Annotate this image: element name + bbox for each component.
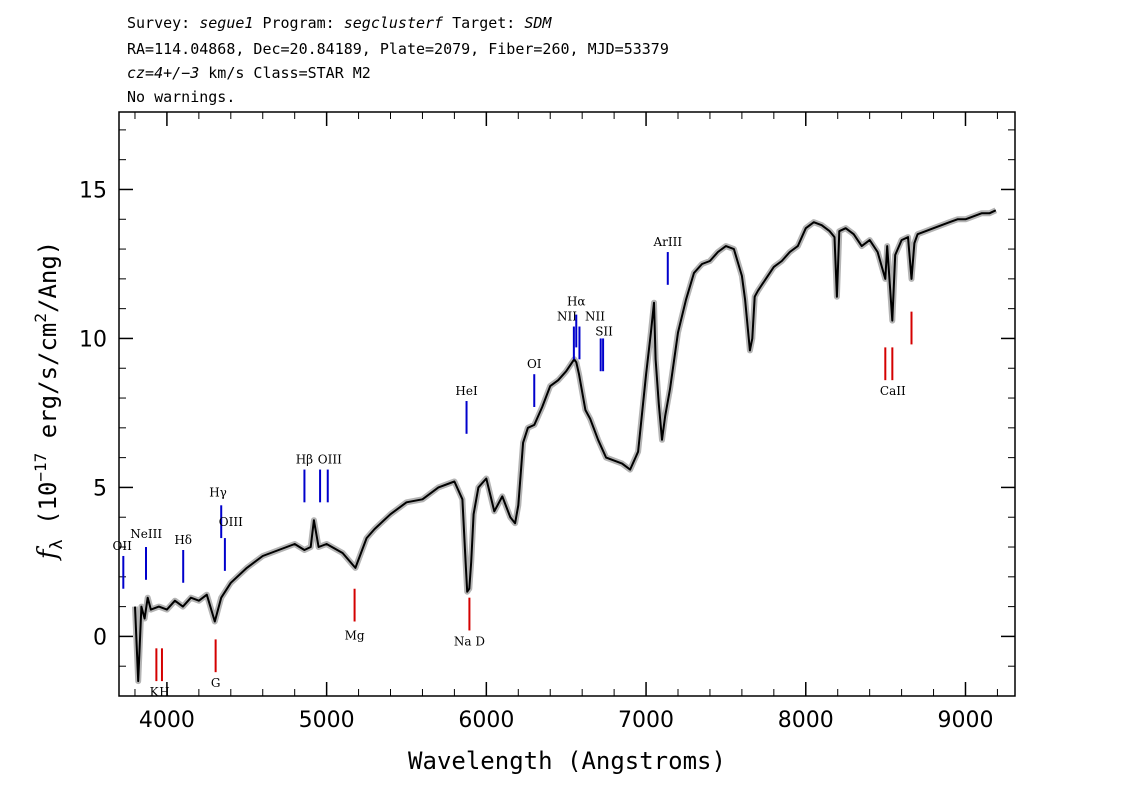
header-line-redshift: cz=4+/−3 km/s Class=STAR M2 bbox=[127, 64, 371, 82]
plot-frame bbox=[118, 111, 1016, 697]
cz-value: cz=4+/−3 bbox=[127, 64, 200, 82]
absorption-line-label: G bbox=[211, 676, 221, 690]
emission-line-label: OI bbox=[527, 357, 542, 371]
absorption-line-label: Na D bbox=[454, 634, 485, 648]
y-tick-label: 5 bbox=[93, 476, 107, 501]
target-value: SDM bbox=[524, 14, 552, 32]
spectrum-line bbox=[134, 209, 997, 683]
program-value: segclusterf bbox=[343, 14, 444, 32]
emission-line-label: NII bbox=[557, 310, 577, 324]
x-tick-label: 7000 bbox=[618, 708, 674, 733]
absorption-line-label: Mg bbox=[345, 628, 365, 642]
x-tick-label: 4000 bbox=[139, 708, 195, 733]
header-line-coords: RA=114.04868, Dec=20.84189, Plate=2079, … bbox=[127, 40, 669, 58]
x-tick-label: 5000 bbox=[299, 708, 355, 733]
emission-line-label: ArIII bbox=[652, 235, 682, 249]
emission-line-label: OIII bbox=[318, 453, 342, 467]
x-axis-title: Wavelength (Angstroms) bbox=[408, 747, 726, 775]
y-tick-label: 0 bbox=[93, 625, 107, 650]
y-tick-label: 15 bbox=[79, 178, 107, 203]
y-axis-title: fλ (10−17 erg/s/cm2/Ang) bbox=[31, 241, 67, 562]
x-tick-label: 6000 bbox=[458, 708, 514, 733]
emission-line-label: SII bbox=[595, 324, 613, 338]
survey-value: segue1 bbox=[199, 14, 254, 32]
emission-line-label: Hγ bbox=[209, 485, 227, 499]
emission-line-label: HeI bbox=[455, 384, 478, 398]
emission-line-label: NII bbox=[585, 310, 605, 324]
x-tick-label: 8000 bbox=[778, 708, 834, 733]
emission-line-label: NeIII bbox=[130, 527, 162, 541]
header-line-survey: Survey: segue1 Program: segclusterf Targ… bbox=[127, 14, 552, 32]
x-tick-label: 9000 bbox=[937, 708, 993, 733]
y-tick-label: 10 bbox=[79, 327, 107, 352]
emission-line-label: OII bbox=[113, 539, 133, 553]
absorption-line-label: CaII bbox=[880, 384, 906, 398]
spectrum-error-band bbox=[132, 207, 998, 685]
emission-line-label: Hα bbox=[567, 295, 586, 309]
emission-line-label: Hβ bbox=[296, 453, 313, 467]
header-line-warnings: No warnings. bbox=[127, 88, 236, 106]
emission-line-label: Hδ bbox=[174, 533, 192, 547]
emission-line-label: OIII bbox=[219, 515, 243, 529]
absorption-line-label: K bbox=[150, 685, 160, 699]
absorption-line-label: H bbox=[159, 685, 169, 699]
